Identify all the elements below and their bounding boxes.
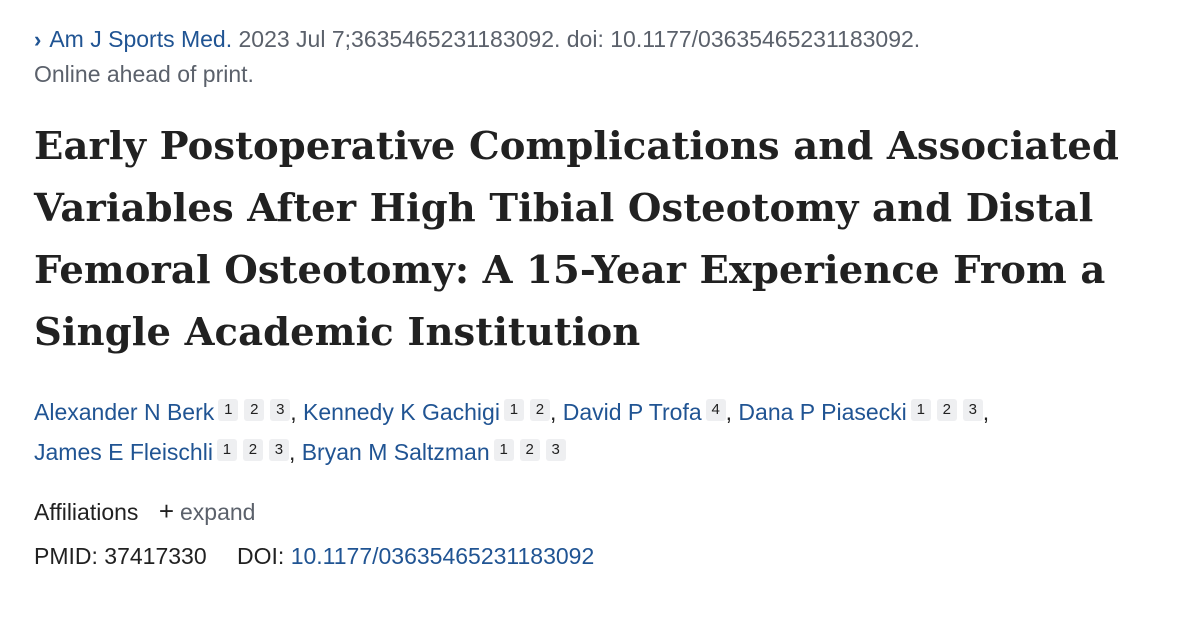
affiliation-number-button[interactable]: 3 [268, 439, 289, 461]
affiliation-number-button[interactable]: 3 [545, 439, 566, 461]
author-name-link[interactable]: Alexander N Berk [34, 399, 215, 425]
affiliation-number-button[interactable]: 1 [216, 439, 237, 461]
affiliation-number-button[interactable]: 2 [244, 399, 265, 421]
affiliation-number-button[interactable]: 3 [270, 399, 291, 421]
affiliation-number-button[interactable]: 1 [503, 399, 524, 421]
author-item: James E Fleischli 1 2 3, [34, 439, 302, 465]
author-item: Dana P Piasecki 1 2 3, [738, 399, 989, 425]
affiliation-number-button[interactable]: 2 [529, 399, 550, 421]
affiliation-number-button[interactable]: 4 [705, 399, 726, 421]
affiliation-number-button[interactable]: 2 [242, 439, 263, 461]
author-separator: , [290, 399, 304, 425]
author-item: David P Trofa 4, [563, 399, 739, 425]
author-separator: , [982, 399, 990, 425]
authors-list: Alexander N Berk 1 2 3, Kennedy K Gachigi 1 2… [34, 392, 1174, 472]
affiliation-number-button[interactable]: 2 [936, 399, 957, 421]
author-name-link[interactable]: Bryan M Saltzman [301, 439, 490, 465]
affiliations-label: Affiliations [34, 499, 139, 525]
affiliation-number-button[interactable]: 1 [910, 399, 931, 421]
author-name-link[interactable]: David P Trofa [562, 399, 702, 425]
author-name-link[interactable]: James E Fleischli [34, 439, 213, 465]
pmid-value: 37417330 [104, 543, 207, 569]
expand-label: expand [180, 499, 256, 525]
article-citation: › Am J Sports Med. 2023 Jul 7;36354652311… [34, 22, 1174, 92]
plus-icon: + [158, 496, 174, 526]
author-separator: , [549, 399, 563, 425]
author-name-link[interactable]: Dana P Piasecki [738, 399, 907, 425]
author-item: Kennedy K Gachigi 1 2, [303, 399, 563, 425]
author-separator: , [288, 439, 302, 465]
chevron-right-icon[interactable]: › [34, 27, 42, 52]
article-title: Early Postoperative Complications and As… [34, 124, 1119, 355]
doi-link[interactable]: 10.1177/03635465231183092 [290, 543, 595, 569]
author-item: Alexander N Berk 1 2 3, [34, 399, 303, 425]
journal-link[interactable]: Am J Sports Med. [49, 26, 233, 52]
author-item: Bryan M Saltzman 1 2 3 [302, 439, 566, 465]
author-name-link[interactable]: Kennedy K Gachigi [303, 399, 500, 425]
citation-details: 2023 Jul 7;3635465231183092. doi: 10.117… [238, 26, 921, 52]
affiliation-number-button[interactable]: 1 [218, 399, 239, 421]
affiliations-expand-button[interactable]: + expand [159, 496, 256, 526]
article-page: › Am J Sports Med. 2023 Jul 7;36354652311… [34, 22, 1174, 573]
affiliation-number-button[interactable]: 2 [519, 439, 540, 461]
doi-label: DOI: [237, 543, 285, 569]
author-separator: , [725, 399, 739, 425]
affiliation-number-button[interactable]: 3 [962, 399, 983, 421]
publication-status: Online ahead of print. [34, 61, 254, 87]
affiliations-row: Affiliations + expand [34, 494, 1174, 529]
affiliation-number-button[interactable]: 1 [493, 439, 514, 461]
pmid-label: PMID: [34, 543, 98, 569]
identifiers-row: PMID: 37417330 DOI: 10.1177/036354652311… [34, 539, 1174, 573]
